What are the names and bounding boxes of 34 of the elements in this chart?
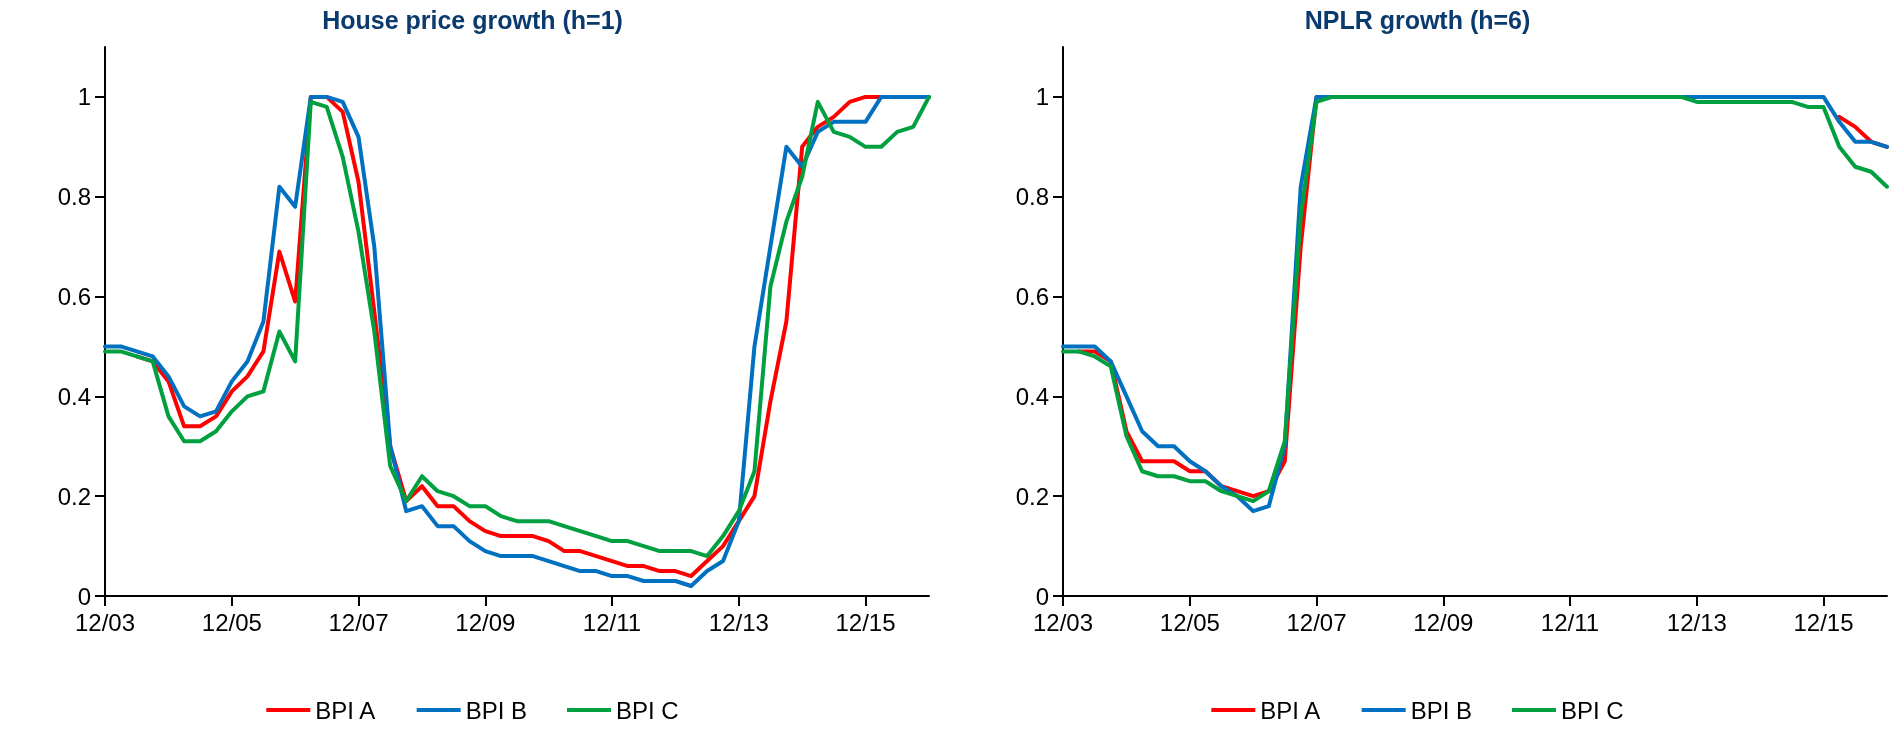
x-tick-label: 12/03 xyxy=(1032,608,1094,636)
y-tick-label: 0.6 xyxy=(57,283,91,311)
y-tick-label: 0.8 xyxy=(1015,183,1049,211)
x-tick-label: 12/09 xyxy=(455,608,516,636)
x-tick-label: 12/05 xyxy=(1159,608,1220,636)
y-tick-label: 1 xyxy=(1035,83,1049,111)
y-tick-label: 0.4 xyxy=(1015,382,1049,410)
legend-label: BPI C xyxy=(1561,696,1624,724)
x-tick-label: 12/15 xyxy=(835,608,896,636)
x-tick-label: 12/07 xyxy=(1286,608,1347,636)
y-tick-label: 0.2 xyxy=(57,482,91,510)
legend-label: BPI B xyxy=(1410,696,1473,724)
x-tick-label: 12/03 xyxy=(74,608,136,636)
x-tick-label: 12/13 xyxy=(708,608,769,636)
y-tick-label: 1 xyxy=(77,83,91,111)
legend-label: BPI C xyxy=(616,696,679,724)
legend-label: BPI B xyxy=(465,696,528,724)
y-tick-label: 0 xyxy=(1035,582,1049,610)
x-tick-label: 12/09 xyxy=(1413,608,1474,636)
y-tick-label: 0.6 xyxy=(1015,283,1049,311)
x-tick-label: 12/07 xyxy=(328,608,389,636)
y-tick-label: 0.2 xyxy=(1015,482,1049,510)
chart-title: House price growth (h=1) xyxy=(322,5,623,34)
x-tick-label: 12/05 xyxy=(201,608,262,636)
x-tick-label: 12/13 xyxy=(1666,608,1727,636)
y-tick-label: 0.4 xyxy=(57,382,91,410)
y-tick-label: 0 xyxy=(77,582,91,610)
legend-label: BPI A xyxy=(1260,696,1321,724)
y-tick-label: 0.8 xyxy=(57,183,91,211)
x-tick-label: 12/11 xyxy=(1540,608,1600,636)
x-tick-label: 12/11 xyxy=(582,608,642,636)
chart-title: NPLR growth (h=6) xyxy=(1304,5,1531,34)
legend-label: BPI A xyxy=(315,696,376,724)
x-tick-label: 12/15 xyxy=(1793,608,1854,636)
